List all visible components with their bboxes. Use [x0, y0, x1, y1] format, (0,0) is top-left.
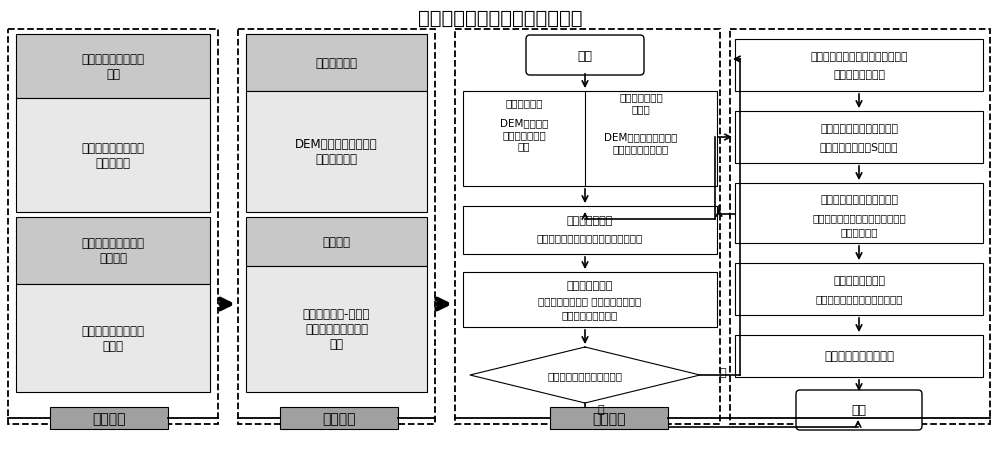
Text: 转换单位线综合：: 转换单位线综合： — [833, 275, 885, 285]
Bar — [455, 30, 720, 424]
Text: 相似流域单位线时间转换：: 相似流域单位线时间转换： — [820, 124, 898, 134]
Text: 水分相似理论、量纲
分析法: 水分相似理论、量纲 分析法 — [82, 324, 144, 352]
Bar — [463, 272, 717, 327]
Text: 理论分析: 理论分析 — [92, 411, 126, 425]
Bar — [735, 263, 983, 315]
Text: 结束: 结束 — [852, 403, 866, 417]
Bar — [246, 266, 427, 392]
Text: 相似流域单位线空间转换：: 相似流域单位线空间转换： — [820, 195, 898, 205]
Text: 单位线方法相似因子
分析: 单位线方法相似因子 分析 — [82, 53, 144, 81]
Text: 相似判断: 相似判断 — [322, 235, 351, 248]
Text: 待确定流域单位线过程: 待确定流域单位线过程 — [824, 350, 894, 363]
Bar — [16, 99, 210, 213]
Bar — [280, 407, 398, 429]
Bar — [16, 284, 210, 392]
Text: 地形坡度场、流向场、流速场、时间场: 地形坡度场、流向场、流速场、时间场 — [537, 233, 643, 242]
Text: 待确定流域时段、S曲线法: 待确定流域时段、S曲线法 — [820, 142, 898, 151]
Text: 化、三角形相似阈值: 化、三角形相似阈值 — [562, 309, 618, 319]
Bar — [550, 407, 668, 429]
Text: 网格水滴时间-数量曲
线概化、三角形相似
定理: 网格水滴时间-数量曲 线概化、三角形相似 定理 — [303, 308, 370, 351]
Text: 子流域数满足相似阈值流域: 子流域数满足相似阈值流域 — [548, 370, 622, 380]
Text: 单位线物理学本质、
概率论解释: 单位线物理学本质、 概率论解释 — [82, 142, 144, 170]
Text: 相似因子计算：: 相似因子计算： — [567, 216, 613, 225]
Bar — [730, 30, 990, 424]
Text: 流域网格水滴时间 数量曲线三角形概: 流域网格水滴时间 数量曲线三角形概 — [538, 295, 642, 305]
Text: DEM坡度分析、水文分
析、曼宁公式: DEM坡度分析、水文分 析、曼宁公式 — [295, 138, 378, 166]
Text: 单位线方法空间转换
技术突破: 单位线方法空间转换 技术突破 — [82, 237, 144, 265]
Text: DEM、土地利用、单位
线、代表性断面水深: DEM、土地利用、单位 线、代表性断面水深 — [604, 132, 678, 153]
Text: 转回相似因子计算: 转回相似因子计算 — [833, 70, 885, 80]
Text: 式、时间插值: 式、时间插值 — [840, 226, 878, 236]
Bar — [463, 207, 717, 254]
Text: 最不利原则（洪峰快、峰值大）: 最不利原则（洪峰快、峰值大） — [815, 293, 903, 303]
Text: 乙等方案及以上
流域：: 乙等方案及以上 流域： — [619, 92, 663, 113]
Text: 相似因子计算: 相似因子计算 — [316, 57, 358, 70]
Text: 方法流程: 方法流程 — [592, 411, 626, 425]
Text: DEM、土地利
用、代表性断面
水深: DEM、土地利 用、代表性断面 水深 — [500, 118, 548, 151]
Bar — [735, 112, 983, 164]
Bar — [238, 30, 435, 424]
Text: 开始: 开始 — [578, 50, 592, 62]
Bar — [463, 92, 717, 187]
Text: 技术实现: 技术实现 — [322, 411, 356, 425]
Polygon shape — [470, 347, 700, 403]
FancyBboxPatch shape — [526, 36, 644, 76]
Text: 增加更上一级流域寻求相似流域：: 增加更上一级流域寻求相似流域： — [810, 52, 908, 62]
Bar — [246, 92, 427, 213]
Text: 相似准则判断：: 相似准则判断： — [567, 280, 613, 291]
Text: 待确定流域：: 待确定流域： — [505, 98, 543, 108]
Bar — [246, 35, 427, 92]
Text: 否: 否 — [720, 367, 727, 377]
Text: 无径流资料地区汇流计算新方法: 无径流资料地区汇流计算新方法 — [418, 8, 582, 28]
Bar — [8, 30, 218, 424]
Bar — [735, 184, 983, 243]
Bar — [16, 218, 210, 284]
Bar — [735, 40, 983, 92]
FancyBboxPatch shape — [796, 390, 922, 430]
Bar — [735, 335, 983, 377]
Bar — [50, 407, 168, 429]
Text: 流域面积、相似系数、空间转换公: 流域面积、相似系数、空间转换公 — [812, 213, 906, 223]
Bar — [16, 35, 210, 99]
Text: 是: 是 — [598, 404, 605, 414]
Bar — [246, 218, 427, 266]
